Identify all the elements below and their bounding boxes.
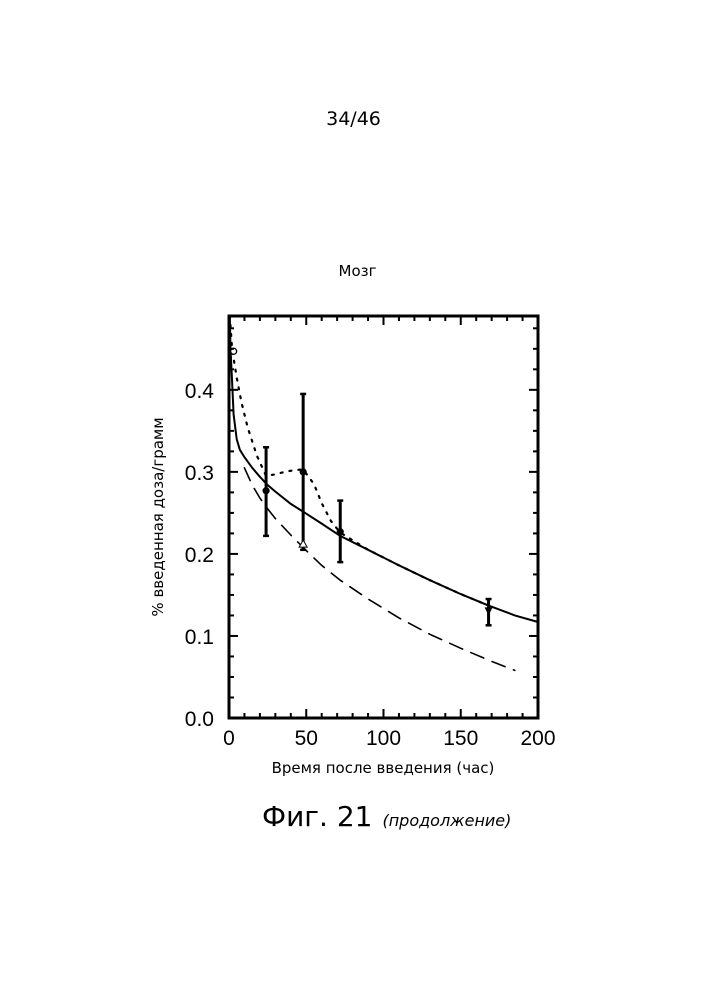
series-line-dotted: [230, 316, 489, 606]
data-point: [337, 528, 344, 535]
data-point: [300, 468, 307, 475]
y-tick-label: 0.3: [185, 462, 214, 485]
x-tick-label: 200: [520, 727, 555, 750]
series-line-solid: [230, 316, 538, 622]
x-axis-label: Время после введения (час): [272, 759, 495, 777]
data-point-triangle: [485, 607, 493, 615]
x-tick-label: 100: [366, 727, 401, 750]
figure-note: (продолжение): [382, 811, 511, 830]
y-tick-label: 0.2: [185, 544, 214, 567]
plot-frame: [229, 316, 538, 718]
x-tick-label: 150: [443, 727, 478, 750]
y-tick-label: 0.0: [185, 708, 214, 731]
x-tick-label: 50: [295, 727, 318, 750]
chart: 0 50 100 150 200 0.0 0.1 0.2 0.3 0.4 Время после …: [0, 0, 707, 800]
y-tick-label: 0.1: [185, 626, 214, 649]
figure-label: Фиг. 21: [262, 800, 372, 833]
data-point: [262, 487, 269, 494]
y-tick-label: 0.4: [185, 380, 215, 403]
x-tick-label: 0: [223, 727, 235, 750]
y-axis-label: % введенная доза/грамм: [149, 417, 167, 616]
figure-caption: Фиг. 21 (продолжение): [262, 800, 511, 833]
